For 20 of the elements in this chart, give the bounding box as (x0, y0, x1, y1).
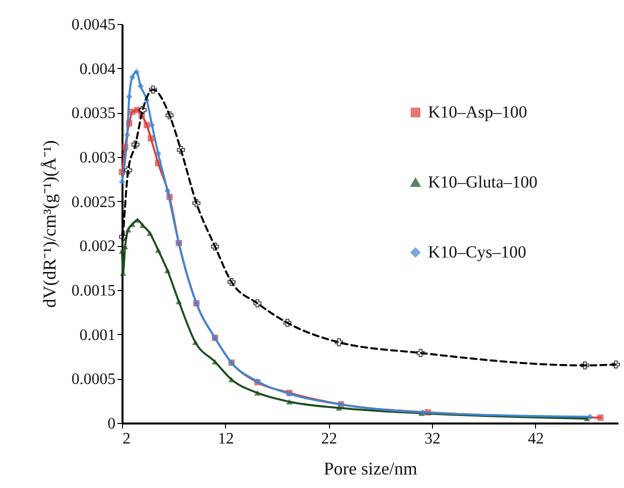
y-tick-label: 0.0035 (72, 105, 116, 122)
x-axis-title: Pore size/nm (324, 458, 418, 478)
x-tick-label: 12 (218, 430, 234, 448)
x-tick-label: 32 (424, 430, 440, 448)
y-tick-label: 0.0015 (72, 282, 116, 300)
legend-label: K10–Asp–100 (428, 102, 528, 122)
y-axis-title: dV(dR⁻¹)/cm³(g⁻¹)(Å⁻¹) (40, 140, 60, 308)
y-tick-label: 0.003 (80, 150, 116, 166)
y-tick-label: 0.002 (80, 238, 116, 256)
y-tick-label: 0.004 (80, 60, 116, 78)
y-tick-label: 0.001 (80, 326, 116, 344)
y-tick-label: 0 (108, 416, 116, 432)
y-tick-label: 0.0005 (72, 371, 116, 388)
x-tick-label: 22 (321, 430, 338, 448)
y-tick-label: 0.0045 (72, 16, 116, 34)
x-tick-label: 2 (122, 430, 130, 448)
y-tick-label: 0.0025 (72, 194, 116, 211)
x-tick-label: 42 (528, 430, 544, 448)
legend-label: K10–Cys–100 (428, 242, 526, 262)
legend-label: K10–Gluta–100 (428, 172, 538, 192)
